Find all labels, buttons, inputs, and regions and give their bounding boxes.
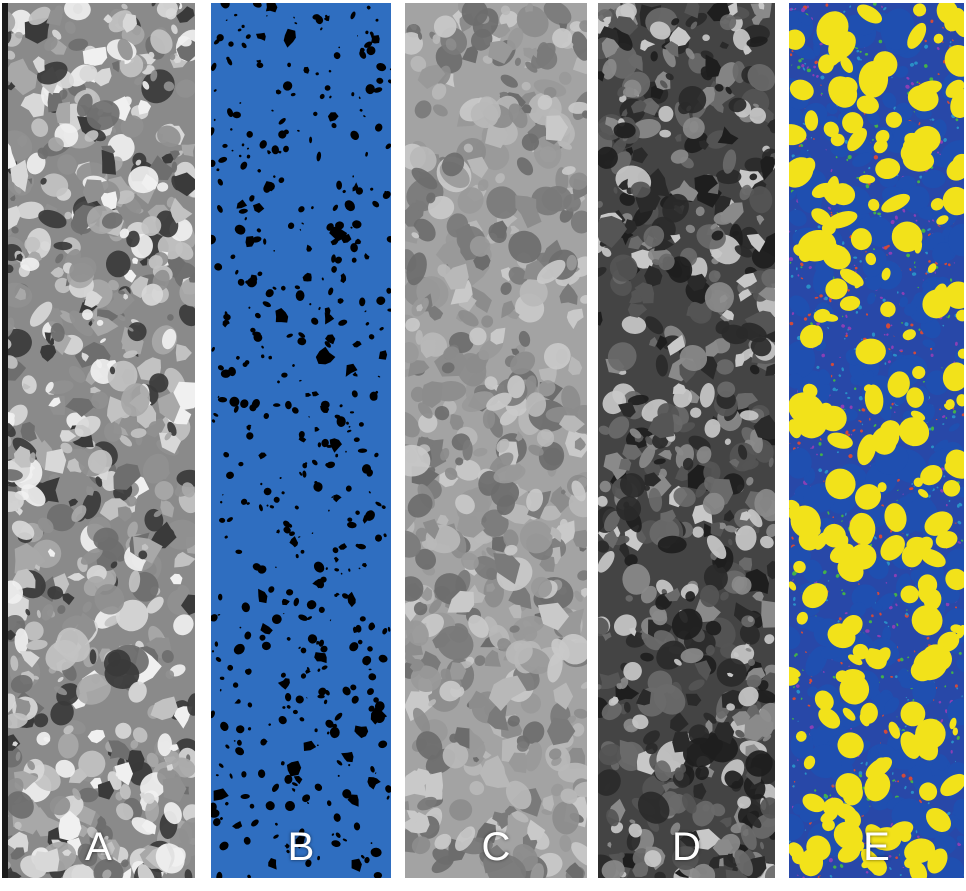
panel-d-label: D xyxy=(672,825,701,869)
panel-a-label: A xyxy=(85,825,112,869)
panel-b-texture xyxy=(211,3,391,878)
panel-c-texture xyxy=(405,3,587,878)
panel-c-soft-grayscale: C xyxy=(405,3,587,878)
panel-e-texture xyxy=(789,3,964,878)
panel-b-label: B xyxy=(287,825,315,869)
panel-e-segmentation-map: E xyxy=(789,3,964,878)
panel-a-texture xyxy=(2,3,195,878)
panel-a-left-edge xyxy=(2,3,8,878)
panel-a-micro-ct-grayscale: A xyxy=(2,3,195,878)
panel-d-dark-grayscale: D xyxy=(598,3,775,878)
panel-d-texture xyxy=(598,3,775,878)
panel-e-label: E xyxy=(863,825,890,869)
panel-c-label: C xyxy=(481,825,511,869)
panel-b-pore-mask: B xyxy=(211,3,391,878)
